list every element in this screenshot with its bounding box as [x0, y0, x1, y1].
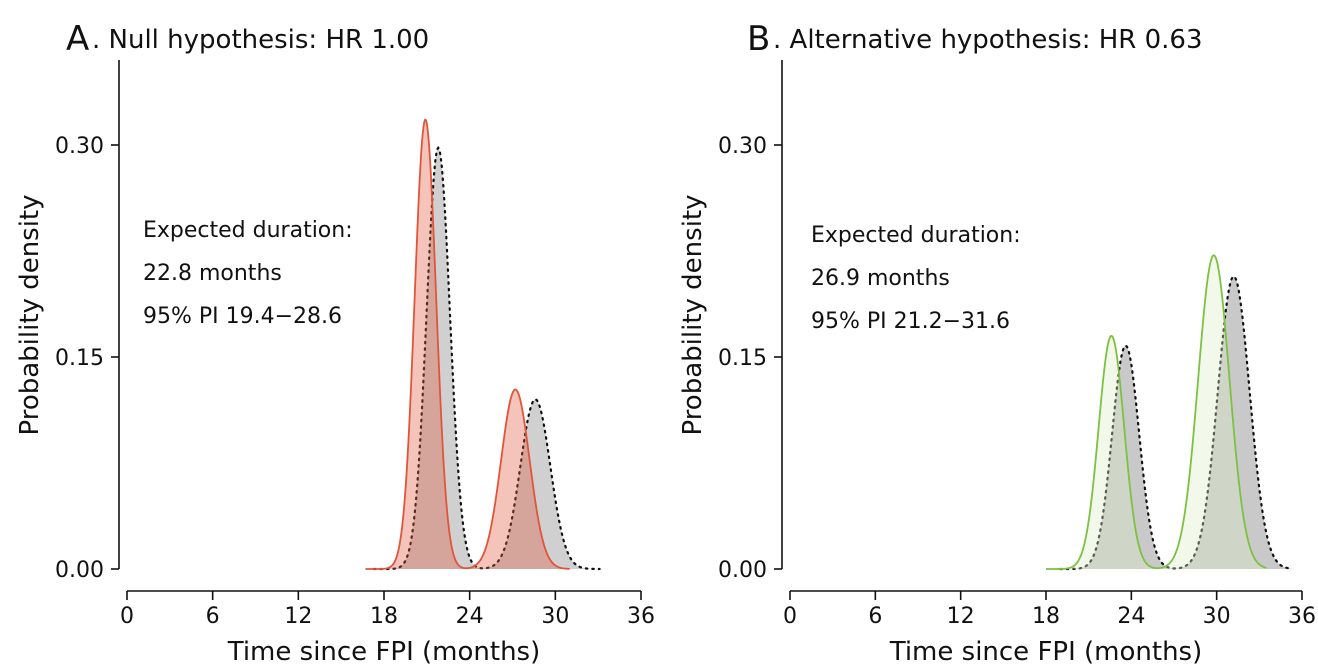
x-tick-label: 36: [1288, 604, 1316, 629]
x-tick-label: 24: [456, 604, 484, 629]
series-2-line: [372, 146, 601, 571]
y-tick-label: 0.00: [718, 558, 767, 583]
panel-b: 0.00 0.15 0.30 0 6 12 18 24 30 36 B. Alternative h…: [678, 19, 1316, 667]
x-tick-label: 0: [120, 604, 134, 629]
x-tick-label: 30: [541, 604, 569, 629]
series-2-line: [1059, 275, 1294, 571]
x-tick-label: 12: [284, 604, 312, 629]
x-axis-title: Time since FPI (months): [889, 637, 1202, 667]
annotation-line: 95% PI 19.4−28.6: [143, 304, 342, 329]
y-tick-label: 0.15: [55, 346, 104, 371]
series-1-line: [1046, 254, 1267, 570]
x-axis-title: Time since FPI (months): [227, 637, 540, 667]
x-tick-label: 18: [1032, 604, 1060, 629]
y-tick-label: 0.30: [55, 134, 104, 159]
x-tick-label: 0: [783, 604, 797, 629]
y-axis-title: Probability density: [678, 194, 708, 435]
x-tick-label: 18: [370, 604, 398, 629]
x-tick-label: 24: [1117, 604, 1145, 629]
series-1-line: [365, 118, 570, 570]
x-tick-label: 12: [947, 604, 975, 629]
annotation-line: 22.8 months: [143, 261, 282, 286]
annotation-line: 26.9 months: [811, 266, 950, 291]
annotation-line: Expected duration:: [143, 218, 353, 243]
panel-label: A: [66, 19, 89, 59]
series-1-area: [1046, 255, 1267, 570]
x-tick-label: 30: [1203, 604, 1231, 629]
x-tick-label: 36: [627, 604, 655, 629]
panel-a: 0.00 0.15 0.30 0 6 12 18 24 30 36 A. Null hypothes…: [15, 19, 655, 667]
series-2-area: [374, 147, 600, 569]
series-2-area: [1060, 276, 1293, 569]
panel-title: . Alternative hypothesis: HR 0.63: [773, 25, 1203, 55]
panel-label: B: [747, 19, 770, 59]
annotation-line: Expected duration:: [811, 223, 1021, 248]
y-tick-label: 0.00: [55, 558, 104, 583]
annotation-line: 95% PI 21.2−31.6: [811, 309, 1010, 334]
y-tick-label: 0.15: [718, 346, 767, 371]
series-1-area: [365, 119, 570, 569]
x-tick-label: 6: [868, 604, 882, 629]
y-axis-title: Probability density: [15, 194, 45, 435]
y-tick-label: 0.30: [718, 134, 767, 159]
panel-title: . Null hypothesis: HR 1.00: [92, 25, 429, 55]
x-tick-label: 6: [206, 604, 220, 629]
